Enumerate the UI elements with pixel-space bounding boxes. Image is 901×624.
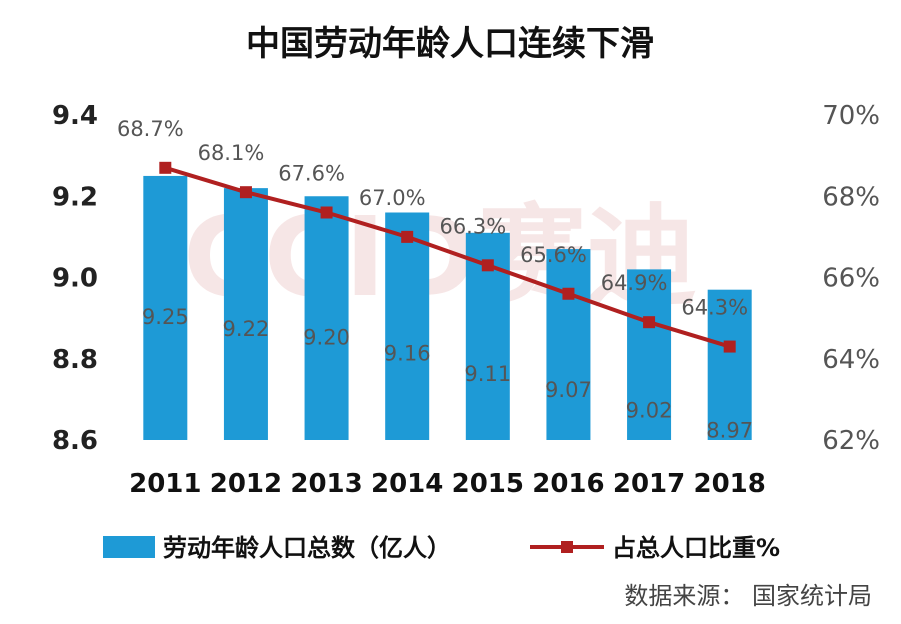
bar [223,188,268,440]
percentage-line [159,161,736,353]
line-value-label: 64.3% [681,296,748,320]
bar [385,212,430,440]
left-tick-label: 8.6 [52,426,98,456]
line-point [562,287,575,300]
bars [143,175,752,440]
legend-line-label: 占总人口比重% [612,534,780,562]
right-tick-label: 62% [822,426,880,456]
right-tick-label: 70% [822,101,880,131]
bar [627,269,672,440]
line-value-label: 66.3% [439,214,506,238]
x-tick-label: 2016 [532,469,604,499]
line-value-label: 68.1% [198,141,265,165]
legend-line-marker [561,541,573,553]
left-tick-label: 8.8 [52,345,98,375]
line-point [401,230,414,243]
bar-value-labels: 9.25 9.22 9.20 9.16 9.11 9.07 9.02 8.97 [142,305,753,443]
x-tick-label: 2014 [371,469,443,499]
bar-value-label: 8.97 [706,419,753,443]
percentage-labels: 68.7% 68.1% 67.6% 67.0% 66.3% 65.6% 64.9% 64.3% [117,117,748,320]
line-point [239,186,252,199]
line-value-label: 68.7% [117,117,184,141]
x-tick-label: 2018 [694,469,766,499]
line-value-label: 65.6% [520,243,587,267]
source-note: 数据来源： 国家统计局 [624,582,872,610]
bar-value-label: 9.20 [303,325,350,349]
bar [304,196,349,440]
right-axis-ticks: 62% 64% 66% 68% 70% [822,101,880,456]
bar [143,175,188,440]
bar-value-label: 9.07 [545,378,592,402]
x-axis-ticks: 2011 2012 2013 2014 2015 2016 2017 2018 [129,469,766,499]
bar [546,249,591,440]
watermark: CCID赛迪 [183,193,697,321]
left-tick-label: 9.4 [52,101,98,131]
x-tick-label: 2017 [613,469,685,499]
right-tick-label: 64% [822,345,880,375]
line-point [643,316,656,329]
line-point [320,206,333,219]
right-tick-label: 66% [822,264,880,294]
x-tick-label: 2013 [290,469,362,499]
x-tick-label: 2015 [452,469,524,499]
line-point [723,340,736,353]
bar [707,289,752,440]
bar-value-label: 9.02 [626,398,673,422]
legend-bar-label: 劳动年龄人口总数（亿人） [163,534,451,562]
line-value-label: 67.0% [359,186,426,210]
right-tick-label: 68% [822,182,880,212]
left-tick-label: 9.0 [52,264,98,294]
line-value-label: 67.6% [278,162,345,186]
line-point [481,259,494,272]
left-tick-label: 9.2 [52,182,98,212]
left-axis-ticks: 8.6 8.8 9.0 9.2 9.4 [52,101,98,456]
x-tick-label: 2011 [129,469,201,499]
x-tick-label: 2012 [210,469,282,499]
bar-value-label: 9.11 [464,362,511,386]
series-line [164,165,731,349]
legend: 劳动年龄人口总数（亿人） 占总人口比重% [103,534,780,562]
bar-value-label: 9.25 [142,305,189,329]
line-point [159,161,172,174]
bar-value-label: 9.16 [384,342,431,366]
line-value-label: 64.9% [601,271,668,295]
legend-bar-swatch [103,536,155,558]
chart-title: 中国劳动年龄人口连续下滑 [246,24,654,64]
bar-value-label: 9.22 [223,317,270,341]
